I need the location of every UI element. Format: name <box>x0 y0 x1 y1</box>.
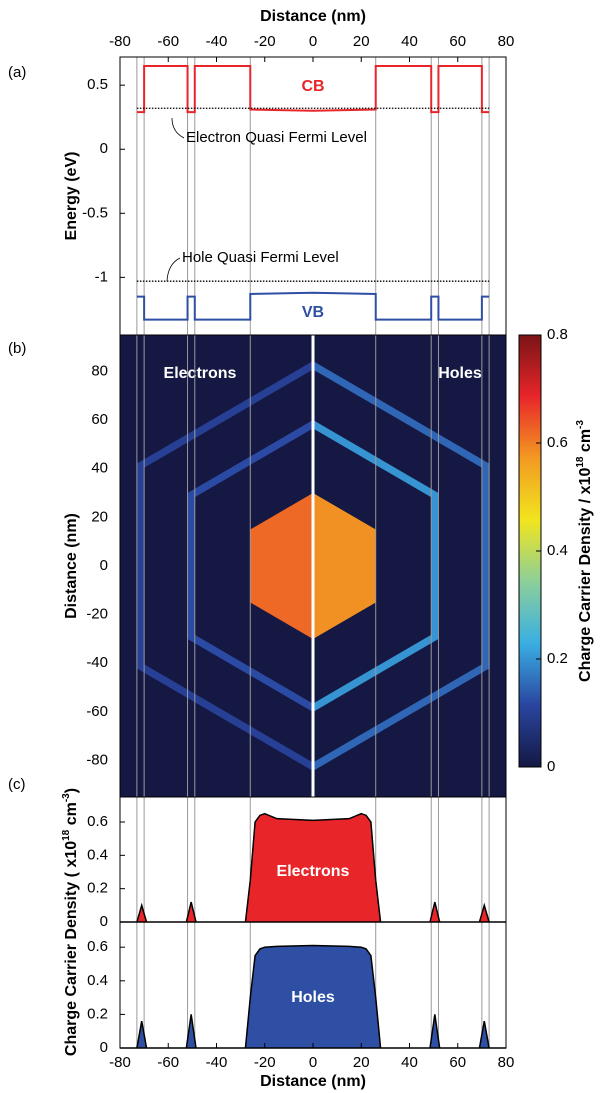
y-tick-label: 0.6 <box>87 813 108 830</box>
x-axis-title: Distance (nm) <box>260 8 366 25</box>
series-label: Holes <box>291 989 335 1006</box>
x-tick-label: -20 <box>254 1054 276 1071</box>
y-axis-title: Charge Carrier Density ( x1018 cm-3) <box>61 788 80 1056</box>
x-tick-label: 80 <box>498 33 515 50</box>
colorbar-tick-label: 0.2 <box>547 650 568 667</box>
band-line <box>136 291 490 321</box>
band-line <box>136 64 490 114</box>
panel-label: (a) <box>8 64 26 81</box>
x-tick-label: 40 <box>401 33 418 50</box>
x-tick-label: 0 <box>309 1054 317 1071</box>
x-tick-label: -80 <box>109 33 131 50</box>
x-tick-label: 0 <box>309 33 317 50</box>
colorbar-title: Charge Carrier Density / x1018 cm-3 <box>575 420 594 682</box>
label-part: ) <box>63 788 80 793</box>
y-tick-label: 0 <box>100 1039 108 1056</box>
x-tick-label: 60 <box>449 1054 466 1071</box>
region-label: Holes <box>438 365 482 382</box>
label-part: Charge Carrier Density ( x10 <box>63 841 80 1056</box>
label-part: cm <box>577 429 594 457</box>
y-tick-label: 0.5 <box>87 76 108 93</box>
y-axis-title: Energy (eV) <box>63 152 80 241</box>
y-tick-label: -80 <box>86 751 108 768</box>
series-label: VB <box>302 304 324 321</box>
series-label: CB <box>301 78 324 95</box>
y-tick-label: 80 <box>91 362 108 379</box>
y-tick-label: -0.5 <box>82 204 108 221</box>
y-tick-label: 0.4 <box>87 972 108 989</box>
y-tick-label: 0 <box>100 140 108 157</box>
leader-line <box>166 257 181 282</box>
label-part: cm <box>63 802 80 830</box>
colorbar-tick-label: 0.4 <box>547 542 568 559</box>
y-tick-label: 60 <box>91 411 108 428</box>
x-tick-label: 20 <box>353 33 370 50</box>
series-label: Electron Quasi Fermi Level <box>186 129 367 146</box>
y-tick-label: 0.6 <box>87 938 108 955</box>
colorbar-tick-label: 0 <box>547 758 555 775</box>
y-tick-label: -40 <box>86 654 108 671</box>
y-tick-label: -60 <box>86 703 108 720</box>
y-tick-label: 0 <box>100 913 108 930</box>
x-tick-label: -60 <box>157 33 179 50</box>
y-tick-label: -20 <box>86 606 108 623</box>
y-tick-label: -1 <box>95 268 108 285</box>
x-tick-label: -40 <box>206 1054 228 1071</box>
label-part: Charge Carrier Density / x10 <box>577 468 594 682</box>
panel-label: (c) <box>8 776 26 793</box>
x-tick-label: -20 <box>254 33 276 50</box>
leader-line <box>171 117 185 139</box>
y-tick-label: 0.4 <box>87 846 108 863</box>
x-tick-label: -80 <box>109 1054 131 1071</box>
x-tick-label: -60 <box>157 1054 179 1071</box>
y-tick-label: 0 <box>100 557 108 574</box>
colorbar-tick-label: 0.6 <box>547 434 568 451</box>
density-region <box>250 492 313 640</box>
plot-frame <box>119 921 507 1049</box>
x-tick-label: 60 <box>449 33 466 50</box>
series-label: Electrons <box>277 863 350 880</box>
x-tick-label: 20 <box>353 1054 370 1071</box>
series-label: Hole Quasi Fermi Level <box>182 249 339 266</box>
label-part: 18 <box>61 829 72 841</box>
label-part: -3 <box>575 420 586 429</box>
colorbar-tick-label: 0.8 <box>547 326 568 343</box>
panel-label: (b) <box>8 340 26 357</box>
label-part: 18 <box>575 456 586 468</box>
label-part: -3 <box>61 793 72 802</box>
y-tick-label: 20 <box>91 508 108 525</box>
density-region <box>313 492 376 640</box>
x-axis-title: Distance (nm) <box>260 1073 366 1090</box>
x-tick-label: 40 <box>401 1054 418 1071</box>
region-label: Electrons <box>164 365 237 382</box>
y-tick-label: 40 <box>91 460 108 477</box>
y-tick-label: 0.2 <box>87 1005 108 1022</box>
y-axis-title: Distance (nm) <box>63 513 80 619</box>
y-tick-label: 0.2 <box>87 880 108 897</box>
x-tick-label: -40 <box>206 33 228 50</box>
x-tick-label: 80 <box>498 1054 515 1071</box>
